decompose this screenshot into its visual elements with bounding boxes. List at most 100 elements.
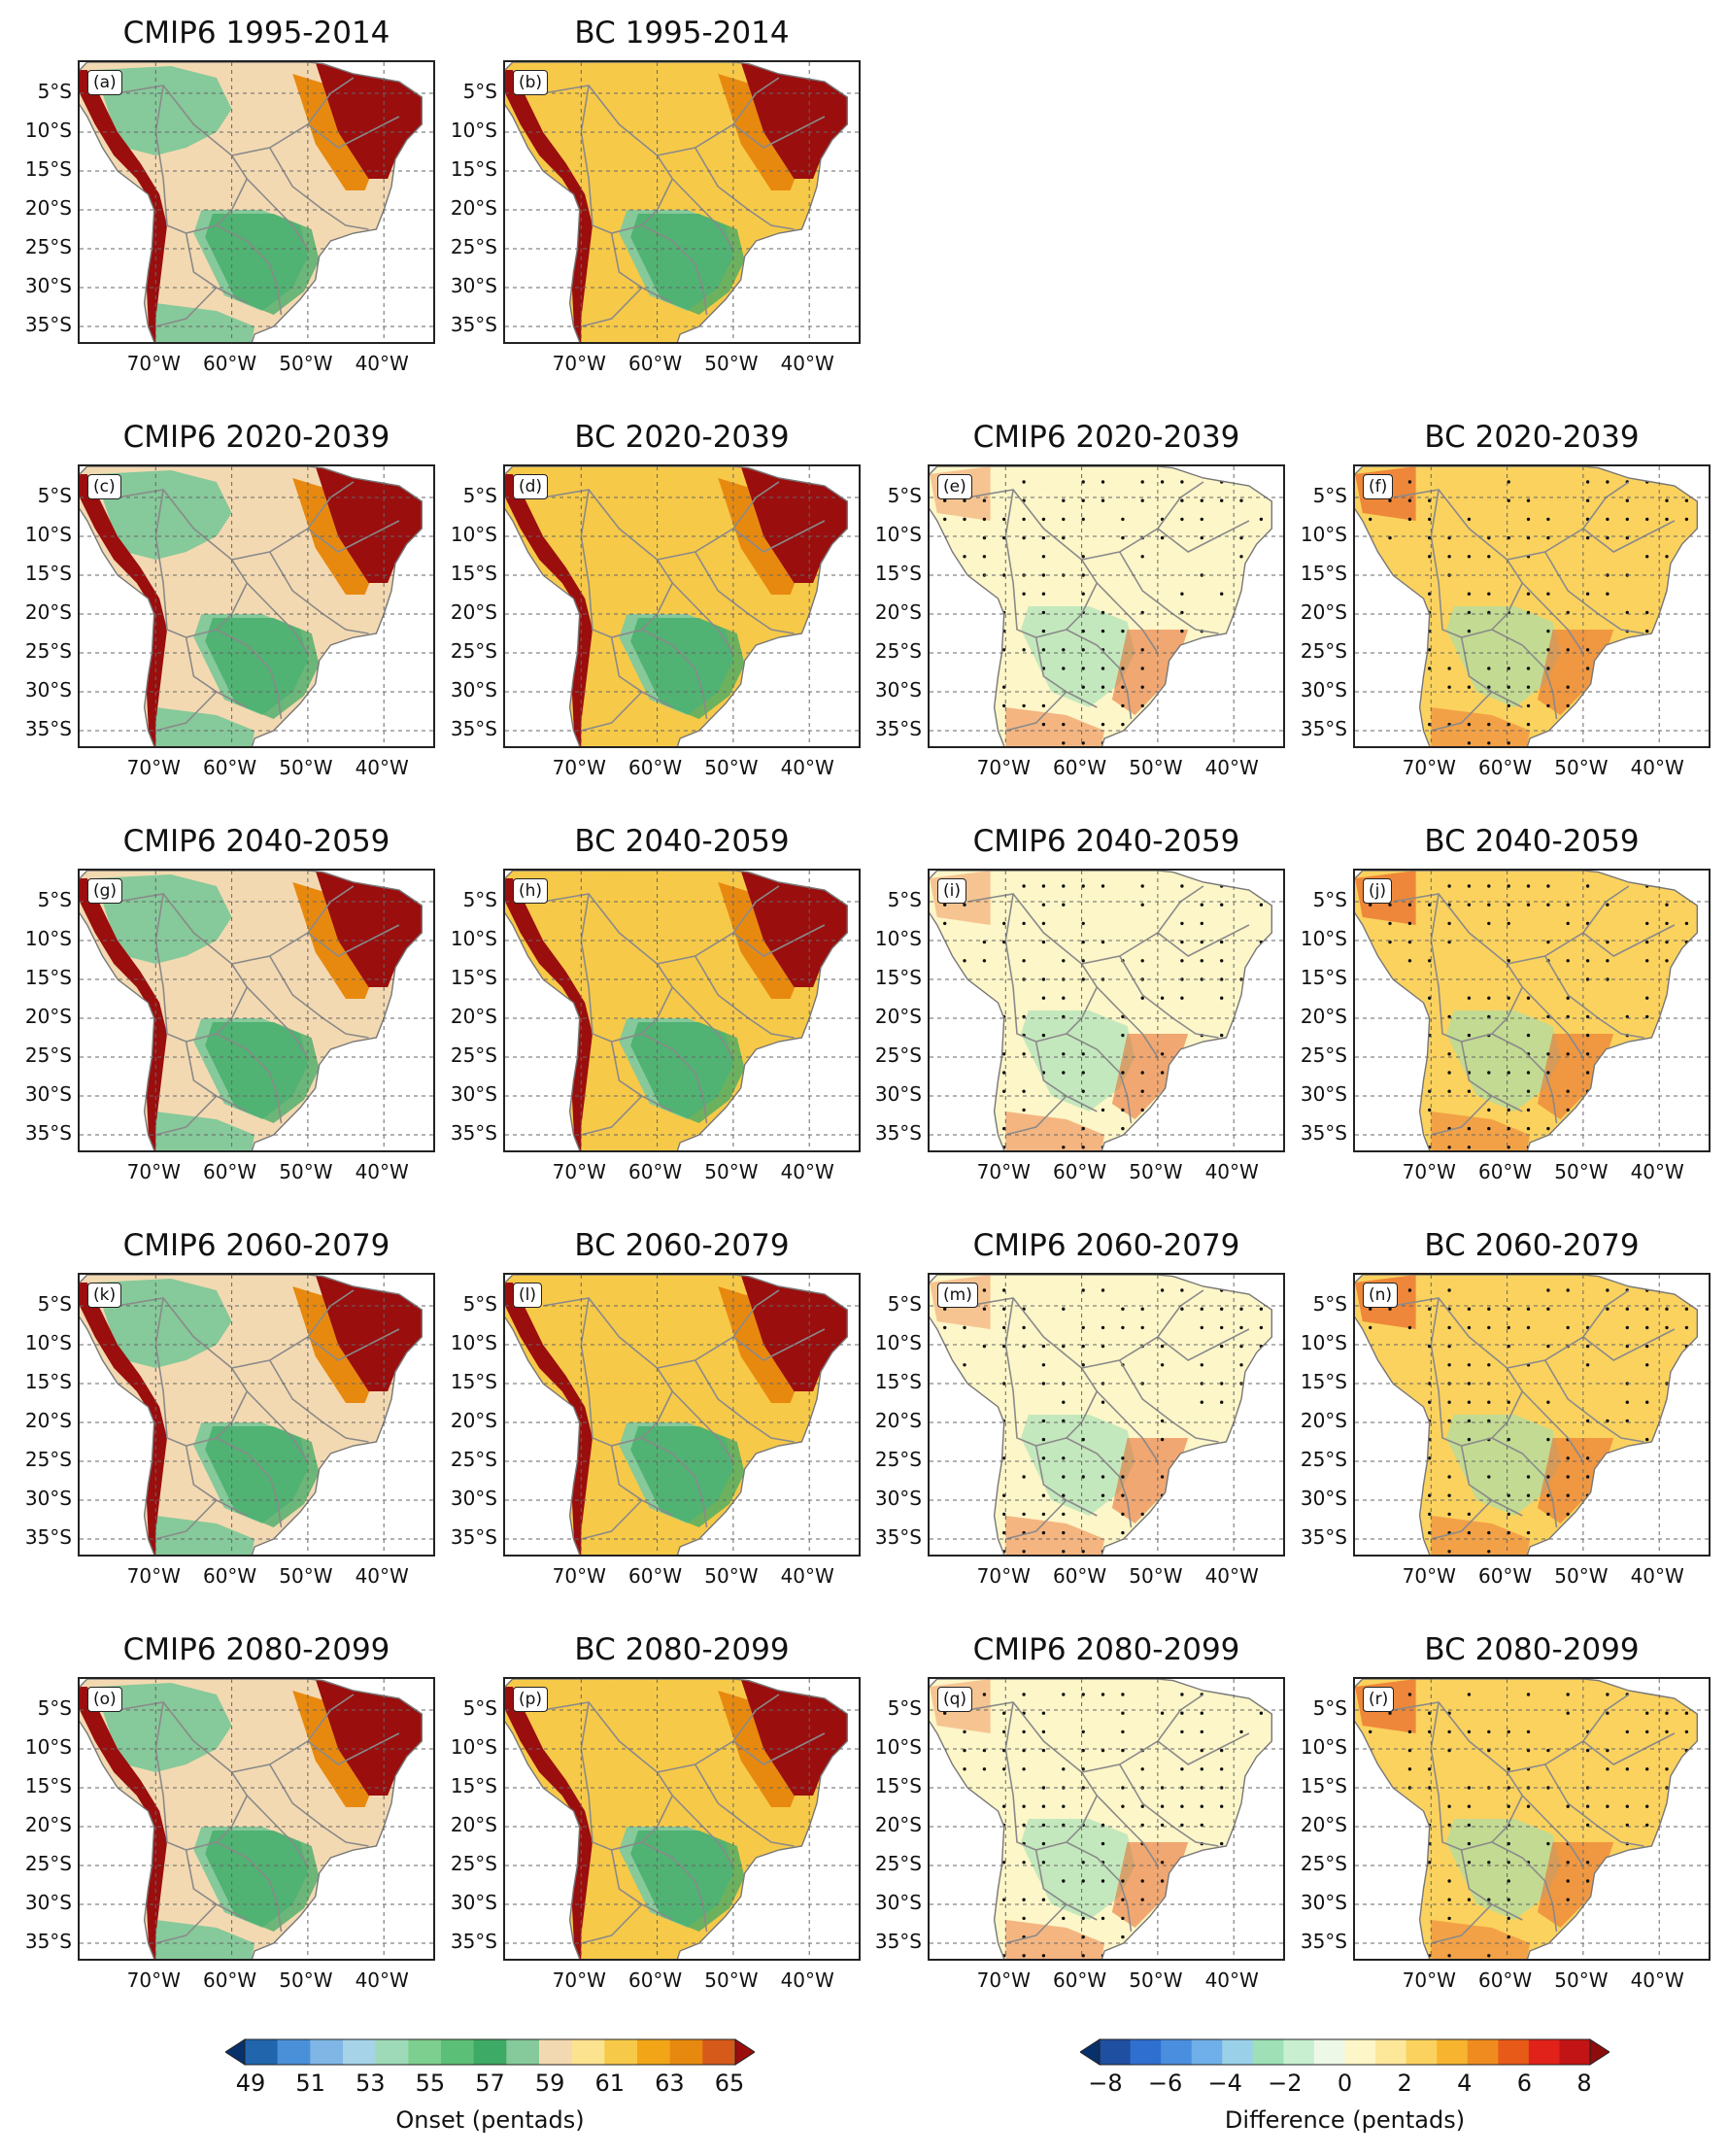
field-shading [1355, 871, 1698, 1150]
map-canvas [930, 1275, 1283, 1555]
lon-tick-label: 70°W [976, 1160, 1031, 1183]
colorbar-tick-label: 53 [355, 2070, 386, 2097]
map-area: (o) [78, 1677, 435, 1961]
lat-tick-label: 35°S [24, 1930, 72, 1953]
colorbar-tick-label: 63 [655, 2070, 685, 2097]
panel-letter: (q) [937, 1687, 973, 1712]
lon-tick-label: 60°W [627, 352, 683, 375]
lat-tick-label: 15°S [1300, 966, 1347, 989]
panel-letter: (m) [937, 1283, 978, 1308]
lon-tick-label: 70°W [552, 1968, 606, 1992]
lat-tick-label: 5°S [37, 484, 72, 507]
lat-tick-label: 30°S [24, 1487, 72, 1510]
lon-tick-label: 40°W [1204, 1564, 1259, 1588]
map-canvas [930, 871, 1283, 1150]
colorbar-tick-label: −6 [1147, 2070, 1183, 2097]
lon-tick-label: 70°W [1402, 1968, 1456, 1992]
lon-tick-label: 50°W [704, 756, 759, 779]
lon-tick-label: 50°W [704, 1564, 759, 1588]
gridlines [1355, 1275, 1709, 1555]
panel-title: CMIP6 1995-2014 [122, 16, 390, 51]
lat-tick-label: 10°S [874, 927, 922, 950]
gridlines [1355, 466, 1709, 746]
map-panel-l: BC 2060-2079 (l) 5°S 10°S 15°S 20°S 25°S 30°S 35… [451, 1228, 861, 1634]
lat-tick-label: 10°S [874, 523, 922, 546]
lat-tick-label: 10°S [450, 1331, 497, 1354]
lat-tick-label: 35°S [450, 717, 497, 740]
gridlines [505, 62, 859, 342]
map-panel-g: CMIP6 2040-2059 (g) 5°S 10°S 15°S 20°S 25°S 30°… [25, 824, 435, 1230]
map-panel-r: BC 2080-2099 (r) 5°S 10°S 15°S 20°S 25°S 30°S 35… [1301, 1632, 1711, 2038]
lat-tick-label: 35°S [450, 1525, 497, 1549]
lat-tick-label: 35°S [1300, 717, 1347, 740]
map-canvas [930, 466, 1283, 746]
lat-tick-label: 30°S [1300, 678, 1347, 702]
lat-tick-label: 20°S [450, 196, 497, 220]
lat-tick-label: 15°S [874, 562, 922, 585]
lat-tick-label: 20°S [24, 1813, 72, 1836]
lat-tick-label: 25°S [1300, 639, 1347, 663]
map-panel-q: CMIP6 2080-2099 (q) 5°S 10°S 15°S 20°S 25°S 30°… [875, 1632, 1285, 2038]
lat-tick-label: 35°S [450, 313, 497, 336]
lat-tick-label: 30°S [1300, 1891, 1347, 1914]
lon-tick-label: 50°W [704, 1968, 759, 1992]
lon-tick-label: 40°W [780, 1564, 834, 1588]
lat-tick-label: 5°S [1312, 1292, 1347, 1316]
field-shading [80, 1679, 423, 1959]
lon-tick-label: 70°W [126, 352, 181, 375]
map-area: (e) [928, 464, 1285, 748]
lat-tick-label: 20°S [450, 1005, 497, 1028]
lat-tick-label: 5°S [887, 484, 922, 507]
field-shading [1355, 1679, 1698, 1959]
lat-tick-label: 20°S [24, 1409, 72, 1432]
lat-tick-label: 5°S [462, 1696, 497, 1720]
lat-tick-label: 30°S [450, 1891, 497, 1914]
lat-tick-label: 30°S [874, 1082, 922, 1106]
map-panel-k: CMIP6 2060-2079 (k) 5°S 10°S 15°S 20°S 25°S 30°… [25, 1228, 435, 1634]
map-area: (l) [503, 1273, 861, 1557]
field-shading [1355, 1275, 1698, 1555]
lon-tick-label: 50°W [279, 1160, 333, 1183]
field-shading [930, 1275, 1272, 1555]
lat-tick-label: 15°S [450, 966, 497, 989]
lat-tick-label: 15°S [450, 157, 497, 181]
colorbar-scale [224, 2038, 756, 2066]
map-canvas [80, 466, 433, 746]
lon-tick-label: 70°W [976, 1564, 1031, 1588]
lat-tick-label: 30°S [24, 1891, 72, 1914]
field-shading [505, 1679, 848, 1959]
colorbar-tick-label: −4 [1207, 2070, 1242, 2097]
lat-tick-label: 35°S [450, 1930, 497, 1953]
map-panel-b: BC 1995-2014 (b) 5°S 10°S 15°S 20°S 25°S 30°S 35… [451, 16, 861, 422]
lat-tick-label: 10°S [1300, 1331, 1347, 1354]
panel-title: CMIP6 2060-2079 [122, 1228, 390, 1263]
lat-tick-label: 30°S [24, 1082, 72, 1106]
panel-title: BC 2040-2059 [1424, 824, 1640, 859]
lat-tick-label: 30°S [1300, 1487, 1347, 1510]
colorbar-tick-label: 51 [295, 2070, 325, 2097]
panel-letter: (e) [937, 474, 972, 499]
lon-tick-label: 60°W [1477, 1564, 1533, 1588]
colorbar-label: Difference (pentads) [1224, 2106, 1466, 2134]
lat-tick-label: 25°S [24, 1852, 72, 1875]
panel-title: CMIP6 2020-2039 [122, 420, 390, 455]
panel-letter: (i) [937, 878, 966, 904]
lat-tick-label: 15°S [24, 1370, 72, 1393]
map-area: (a) [78, 60, 435, 344]
lat-tick-label: 25°S [24, 639, 72, 663]
panel-title: BC 2080-2099 [1424, 1632, 1640, 1667]
lat-tick-label: 35°S [1300, 1930, 1347, 1953]
lat-tick-label: 25°S [450, 639, 497, 663]
lon-tick-label: 60°W [1052, 756, 1107, 779]
colorbar-onset: 49 51 53 55 57 59 61 63 65 Onset (pentads) [224, 2038, 756, 2145]
lat-tick-label: 30°S [24, 274, 72, 297]
map-canvas [1355, 1275, 1709, 1555]
lon-tick-label: 70°W [552, 1160, 606, 1183]
lon-tick-label: 50°W [704, 1160, 759, 1183]
map-area: (g) [78, 869, 435, 1152]
lon-tick-label: 40°W [1204, 1160, 1259, 1183]
lon-tick-label: 50°W [1129, 1160, 1183, 1183]
lon-tick-label: 40°W [1630, 1160, 1684, 1183]
map-area: (h) [503, 869, 861, 1152]
lat-tick-label: 25°S [1300, 1852, 1347, 1875]
